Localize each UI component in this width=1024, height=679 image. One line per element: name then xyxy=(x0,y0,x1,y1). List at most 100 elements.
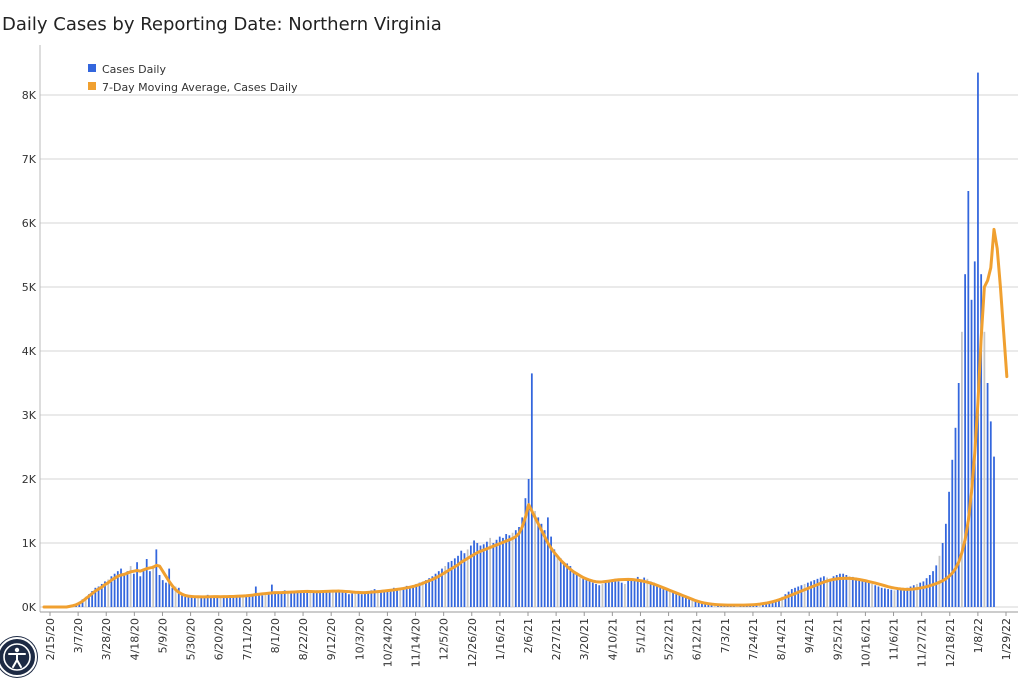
bar xyxy=(874,585,877,607)
bar xyxy=(261,595,264,607)
bar xyxy=(409,586,411,607)
bar xyxy=(392,587,395,607)
bar xyxy=(264,594,267,607)
y-tick-label: 0K xyxy=(22,601,37,614)
bar xyxy=(149,571,151,607)
bar xyxy=(165,582,167,607)
bar xyxy=(277,593,280,607)
bar xyxy=(566,563,569,607)
x-tick-label: 2/27/21 xyxy=(550,618,563,660)
bar xyxy=(694,600,697,607)
bar xyxy=(636,576,639,607)
bar xyxy=(309,592,312,607)
bar xyxy=(607,581,610,607)
bar xyxy=(113,573,116,607)
bar xyxy=(100,583,103,607)
bar xyxy=(306,591,309,607)
bar xyxy=(155,549,158,607)
bar xyxy=(110,576,113,607)
bar xyxy=(267,593,270,607)
bar xyxy=(582,578,585,607)
x-tick-label: 3/7/20 xyxy=(72,618,85,653)
bar xyxy=(126,571,129,607)
bar xyxy=(360,594,363,607)
bar xyxy=(819,577,822,607)
bar xyxy=(601,583,604,607)
bar xyxy=(784,594,787,607)
bar xyxy=(97,586,100,607)
bar xyxy=(444,566,447,607)
bar xyxy=(993,456,995,607)
bar xyxy=(357,592,360,607)
bar xyxy=(129,566,132,607)
bar xyxy=(806,582,809,607)
bar xyxy=(797,586,800,607)
bar xyxy=(216,597,219,607)
bar xyxy=(691,599,694,607)
bar xyxy=(270,584,273,607)
bar xyxy=(954,427,957,607)
x-tick-label: 1/16/21 xyxy=(494,618,507,660)
y-tick-label: 4K xyxy=(22,345,37,358)
bar xyxy=(877,586,880,607)
y-tick-label: 8K xyxy=(22,89,37,102)
bar xyxy=(977,72,979,608)
bar xyxy=(415,583,418,607)
bar xyxy=(238,596,241,607)
bar xyxy=(120,568,122,607)
x-tick-label: 8/22/20 xyxy=(297,618,310,660)
bar xyxy=(254,586,257,607)
bar xyxy=(649,581,652,607)
bar xyxy=(331,590,334,607)
bar xyxy=(328,591,331,607)
x-tick-label: 9/25/21 xyxy=(831,618,844,660)
bar xyxy=(425,580,427,607)
bar xyxy=(290,591,293,607)
bar xyxy=(617,581,620,607)
bar xyxy=(152,565,155,607)
bar xyxy=(547,517,549,607)
bar xyxy=(810,581,812,607)
bar xyxy=(158,575,161,607)
y-tick-label: 5K xyxy=(22,281,37,294)
bar xyxy=(312,591,315,607)
bar xyxy=(800,585,803,607)
bars-series xyxy=(68,72,995,608)
bar xyxy=(848,576,851,607)
bar xyxy=(787,591,790,607)
bar xyxy=(91,591,94,607)
bar xyxy=(139,576,142,607)
accessibility-button[interactable] xyxy=(0,637,37,677)
x-tick-label: 3/28/20 xyxy=(100,618,113,660)
bar xyxy=(591,582,594,607)
bar xyxy=(168,568,171,607)
x-tick-label: 3/20/21 xyxy=(578,618,591,660)
bar xyxy=(675,592,678,607)
bar xyxy=(466,549,469,607)
bar xyxy=(983,331,986,607)
bar xyxy=(832,576,835,607)
bar xyxy=(187,597,190,607)
legend-label-average: 7-Day Moving Average, Cases Daily xyxy=(102,81,298,94)
bar xyxy=(396,590,398,607)
bar xyxy=(550,536,552,607)
bar xyxy=(107,579,110,607)
bar xyxy=(383,589,386,607)
bar xyxy=(823,576,825,607)
legend: Cases Daily 7-Day Moving Average, Cases … xyxy=(88,63,298,94)
bar xyxy=(364,592,366,607)
bar xyxy=(668,590,671,607)
bar xyxy=(274,592,276,607)
bar xyxy=(909,586,912,607)
bar xyxy=(867,582,870,607)
bar xyxy=(245,596,248,607)
y-tick-label: 7K xyxy=(22,153,37,166)
bar xyxy=(951,459,954,607)
accessibility-icon xyxy=(3,643,31,671)
legend-label-cases: Cases Daily xyxy=(102,63,166,76)
bar xyxy=(928,575,931,607)
bar xyxy=(774,600,777,607)
bar xyxy=(611,580,613,607)
y-axis: 0K 1K 2K 3K 4K 5K 6K 7K 8K xyxy=(22,89,37,614)
bar xyxy=(203,596,206,607)
